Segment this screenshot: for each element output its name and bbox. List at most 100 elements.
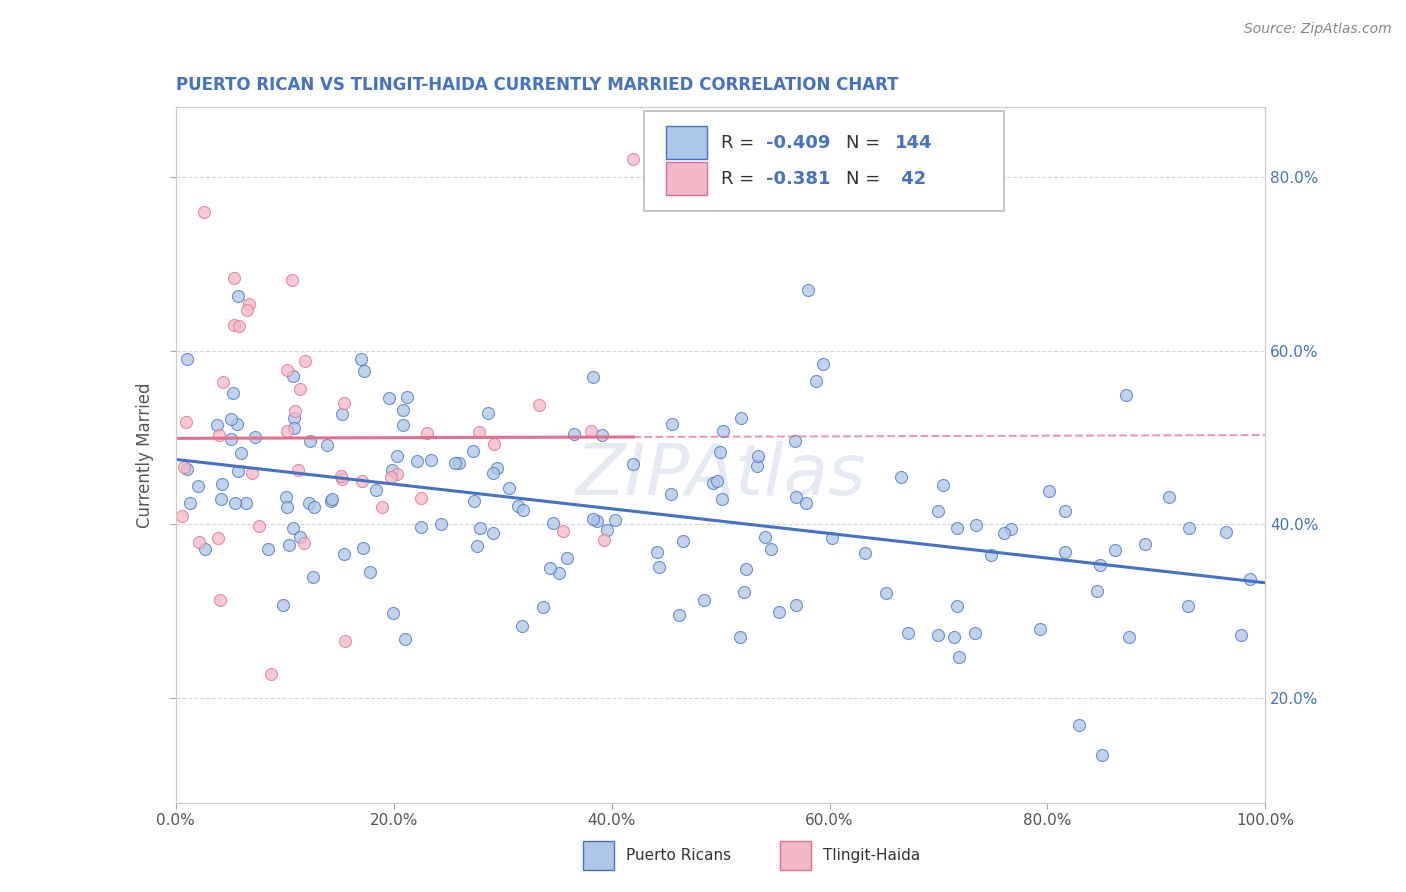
Point (551, 524, 574, 538)
Point (531, 600, 554, 615)
Point (330, 407, 353, 421)
Point (747, 449, 769, 463)
Text: R =: R = (721, 134, 759, 152)
Point (706, 474, 728, 488)
Point (468, 521, 491, 535)
Point (207, 531, 229, 545)
Point (465, 539, 488, 553)
FancyBboxPatch shape (666, 126, 707, 159)
Point (1239, 572, 1261, 586)
Point (728, 630, 751, 644)
Point (512, 503, 534, 517)
Point (1104, 543, 1126, 558)
Point (541, 516, 564, 530)
Point (174, 415, 197, 429)
Point (596, 523, 619, 537)
Point (188, 535, 211, 549)
Point (768, 605, 790, 619)
Text: -0.381: -0.381 (766, 169, 831, 187)
Point (283, 410, 305, 425)
Point (447, 456, 470, 470)
Point (411, 491, 433, 505)
Point (735, 562, 758, 576)
Text: Puerto Ricans: Puerto Ricans (626, 848, 731, 863)
Text: PUERTO RICAN VS TLINGIT-HAIDA CURRENTLY MARRIED CORRELATION CHART: PUERTO RICAN VS TLINGIT-HAIDA CURRENTLY … (176, 77, 898, 95)
Point (477, 406, 499, 420)
Point (508, 499, 530, 513)
Point (193, 205, 215, 219)
Point (482, 467, 505, 481)
Point (278, 538, 301, 552)
Point (993, 525, 1015, 540)
Point (1028, 622, 1050, 636)
Point (486, 461, 509, 475)
Point (276, 500, 298, 514)
Point (661, 417, 683, 431)
Point (405, 453, 427, 467)
Text: 42: 42 (896, 169, 927, 187)
Point (209, 592, 232, 607)
Point (243, 430, 266, 444)
Point (333, 634, 356, 648)
Point (292, 536, 315, 550)
Point (224, 496, 246, 510)
Point (754, 530, 776, 544)
Point (1177, 521, 1199, 535)
Point (527, 398, 550, 412)
Point (443, 457, 465, 471)
Point (208, 427, 231, 442)
Point (710, 491, 733, 506)
Point (382, 606, 405, 620)
Point (176, 352, 198, 367)
Point (205, 418, 228, 433)
Point (1085, 584, 1108, 599)
Point (378, 391, 401, 405)
Point (821, 531, 844, 545)
Point (745, 459, 768, 474)
Point (222, 270, 245, 285)
Point (730, 411, 752, 425)
Point (927, 628, 949, 642)
Point (1229, 628, 1251, 642)
Point (283, 520, 305, 534)
Point (668, 608, 690, 623)
Point (316, 437, 339, 451)
Point (582, 370, 605, 384)
Point (548, 566, 571, 580)
Text: ZIPAtlas: ZIPAtlas (575, 442, 866, 510)
Point (1038, 484, 1060, 499)
Point (579, 424, 602, 438)
Point (381, 463, 404, 477)
Point (1115, 388, 1137, 402)
Point (943, 631, 966, 645)
Point (236, 302, 259, 317)
Point (804, 375, 827, 389)
Point (385, 467, 408, 481)
Point (409, 520, 432, 534)
Point (332, 548, 354, 562)
Point (948, 650, 970, 665)
Point (811, 357, 834, 371)
Point (394, 632, 416, 646)
Point (287, 463, 309, 477)
Point (359, 565, 381, 579)
Point (321, 491, 343, 506)
Point (321, 494, 343, 508)
Point (1159, 490, 1181, 504)
Point (931, 478, 953, 492)
Point (281, 273, 304, 287)
Point (212, 375, 235, 389)
Text: Source: ZipAtlas.com: Source: ZipAtlas.com (1244, 22, 1392, 37)
Point (875, 586, 897, 600)
Point (194, 541, 217, 556)
Point (211, 476, 233, 491)
Point (591, 428, 613, 442)
Point (796, 283, 818, 297)
Point (284, 403, 307, 417)
Text: 144: 144 (896, 134, 932, 152)
Point (297, 496, 319, 510)
Point (1177, 599, 1199, 614)
Point (785, 434, 807, 448)
Text: R =: R = (721, 169, 759, 187)
Point (221, 412, 243, 426)
